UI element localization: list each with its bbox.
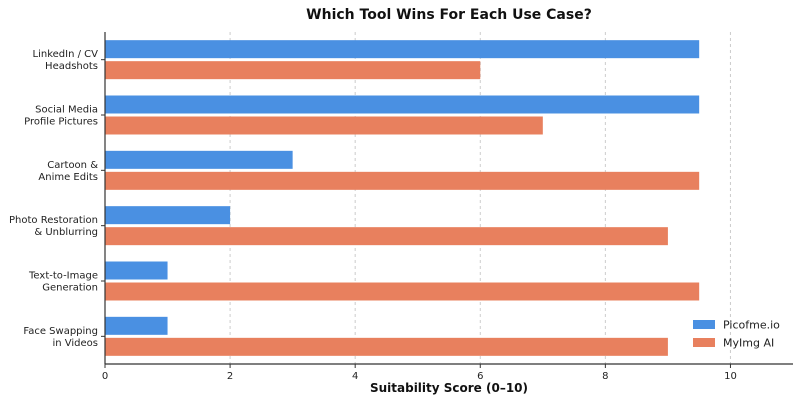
- bar: [105, 227, 668, 246]
- chart-title: Which Tool Wins For Each Use Case?: [306, 7, 592, 23]
- legend: Picofme.io MyImg AI: [693, 319, 780, 350]
- bar: [105, 150, 293, 169]
- category-label: Text-to-Image Generation: [28, 271, 98, 294]
- bar: [105, 316, 168, 335]
- category-label: Social Media Profile Pictures: [24, 105, 98, 128]
- x-axis-label: Suitability Score (0–10): [370, 381, 528, 395]
- x-tick-labels: 0 2 4 6 8 10: [102, 364, 737, 382]
- legend-label: MyImg AI: [723, 337, 774, 350]
- category-label: Photo Restoration & Unblurring: [9, 215, 98, 238]
- bar: [105, 40, 700, 59]
- x-tick-label: 10: [724, 371, 737, 382]
- bar: [105, 337, 668, 356]
- legend-label: Picofme.io: [723, 319, 780, 332]
- axes: [104, 32, 793, 365]
- grid-lines: [229, 32, 731, 364]
- category-label: LinkedIn / CV Headshots: [33, 49, 99, 72]
- bar: [105, 171, 700, 190]
- x-tick-label: 0: [102, 371, 108, 382]
- bar: [105, 282, 700, 301]
- bar: [105, 116, 543, 135]
- bar: [105, 206, 231, 225]
- y-tick-labels: LinkedIn / CV Headshots Social Media Profil…: [9, 49, 105, 349]
- x-tick-label: 8: [602, 371, 608, 382]
- legend-swatch: [693, 338, 715, 347]
- bars: [105, 40, 700, 356]
- x-tick-label: 2: [227, 371, 233, 382]
- x-tick-label: 4: [352, 371, 358, 382]
- category-label: Face Swapping in Videos: [23, 326, 98, 349]
- bar: [105, 261, 168, 280]
- bar: [105, 61, 481, 80]
- bar: [105, 95, 700, 114]
- legend-swatch: [693, 320, 715, 329]
- category-label: Cartoon & Anime Edits: [38, 160, 98, 183]
- x-tick-label: 6: [477, 371, 483, 382]
